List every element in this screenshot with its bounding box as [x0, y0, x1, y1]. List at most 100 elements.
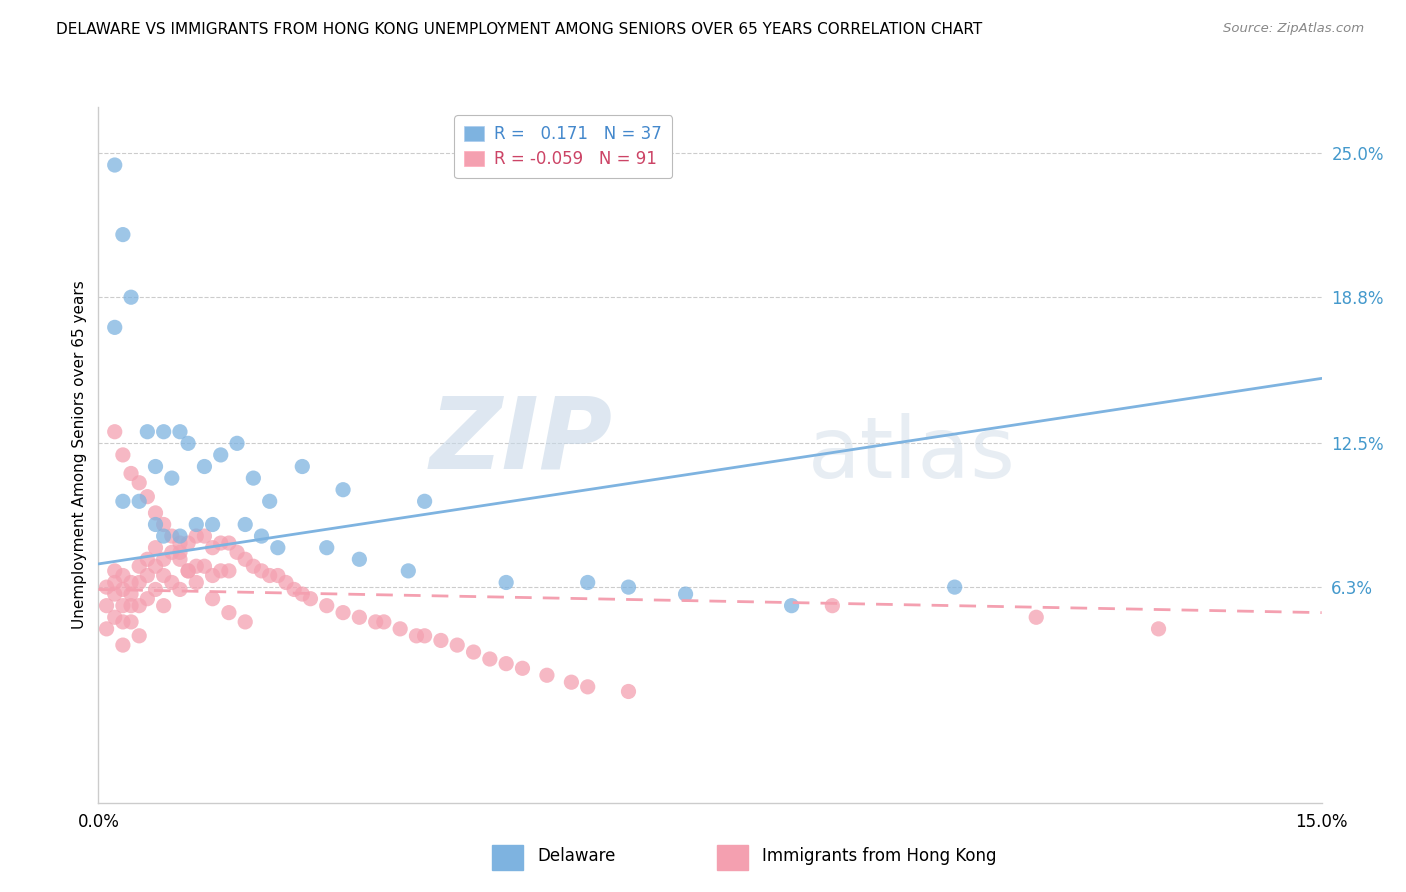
Point — [576, 575, 599, 590]
Point — [495, 657, 517, 671]
Point — [152, 599, 174, 613]
Point — [201, 568, 224, 582]
Point — [169, 529, 191, 543]
Point — [201, 517, 224, 532]
Point — [111, 227, 134, 242]
Point — [943, 580, 966, 594]
Point — [145, 459, 167, 474]
Point — [209, 536, 232, 550]
Point — [315, 599, 337, 613]
Point — [96, 580, 118, 594]
Point — [536, 668, 558, 682]
Point — [120, 615, 142, 629]
Point — [160, 529, 183, 543]
Point — [104, 610, 127, 624]
Point — [169, 582, 191, 597]
Point — [104, 320, 127, 334]
Point — [364, 615, 387, 629]
Point — [111, 494, 134, 508]
Point — [315, 541, 337, 555]
Point — [128, 575, 150, 590]
Point — [349, 552, 371, 566]
Point — [152, 517, 174, 532]
Point — [389, 622, 412, 636]
Text: Immigrants from Hong Kong: Immigrants from Hong Kong — [762, 847, 997, 865]
Point — [576, 680, 599, 694]
Text: Source: ZipAtlas.com: Source: ZipAtlas.com — [1223, 22, 1364, 36]
Point — [145, 517, 167, 532]
Point — [128, 494, 150, 508]
Point — [169, 545, 191, 559]
Point — [111, 448, 134, 462]
Text: atlas: atlas — [808, 413, 1017, 497]
Point — [186, 559, 208, 574]
Point — [120, 290, 142, 304]
Point — [128, 599, 150, 613]
Point — [780, 599, 803, 613]
Point — [242, 471, 264, 485]
Point — [512, 661, 534, 675]
Point — [136, 552, 159, 566]
Point — [136, 568, 159, 582]
Point — [186, 529, 208, 543]
Point — [177, 564, 200, 578]
Point — [617, 580, 640, 594]
Point — [446, 638, 468, 652]
Point — [152, 529, 174, 543]
Point — [111, 599, 134, 613]
Point — [186, 517, 208, 532]
Point — [104, 425, 127, 439]
Point — [560, 675, 582, 690]
Point — [128, 475, 150, 490]
Point — [136, 490, 159, 504]
Point — [617, 684, 640, 698]
Point — [218, 606, 240, 620]
Point — [169, 425, 191, 439]
Point — [405, 629, 427, 643]
Y-axis label: Unemployment Among Seniors over 65 years: Unemployment Among Seniors over 65 years — [72, 281, 87, 629]
Point — [1147, 622, 1170, 636]
Point — [111, 615, 134, 629]
Point — [478, 652, 501, 666]
Legend: R =   0.171   N = 37, R = -0.059   N = 91: R = 0.171 N = 37, R = -0.059 N = 91 — [454, 115, 672, 178]
Point — [201, 541, 224, 555]
Point — [128, 559, 150, 574]
Point — [136, 425, 159, 439]
Point — [209, 564, 232, 578]
Point — [111, 568, 134, 582]
Point — [274, 575, 297, 590]
Point — [267, 541, 290, 555]
Point — [250, 529, 273, 543]
Point — [104, 564, 127, 578]
Point — [413, 629, 436, 643]
Point — [259, 568, 281, 582]
Point — [145, 506, 167, 520]
Point — [233, 615, 256, 629]
Point — [226, 436, 249, 450]
Point — [332, 606, 354, 620]
Point — [233, 552, 256, 566]
Point — [675, 587, 697, 601]
Point — [349, 610, 371, 624]
Point — [186, 575, 208, 590]
Point — [177, 564, 200, 578]
Point — [233, 517, 256, 532]
Point — [152, 425, 174, 439]
Point — [160, 575, 183, 590]
Point — [1025, 610, 1047, 624]
Point — [413, 494, 436, 508]
Point — [463, 645, 485, 659]
Point — [218, 564, 240, 578]
Point — [96, 599, 118, 613]
Point — [193, 559, 215, 574]
Point — [104, 587, 127, 601]
Point — [104, 158, 127, 172]
Point — [821, 599, 844, 613]
Text: DELAWARE VS IMMIGRANTS FROM HONG KONG UNEMPLOYMENT AMONG SENIORS OVER 65 YEARS C: DELAWARE VS IMMIGRANTS FROM HONG KONG UN… — [56, 22, 983, 37]
Point — [120, 467, 142, 481]
Point — [128, 629, 150, 643]
Point — [250, 564, 273, 578]
Point — [152, 568, 174, 582]
Point — [120, 575, 142, 590]
Point — [145, 541, 167, 555]
